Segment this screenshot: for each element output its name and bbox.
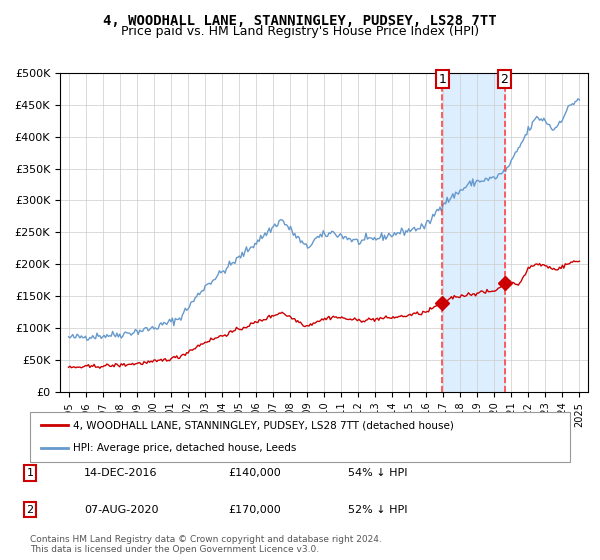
Text: 4, WOODHALL LANE, STANNINGLEY, PUDSEY, LS28 7TT (detached house): 4, WOODHALL LANE, STANNINGLEY, PUDSEY, L… xyxy=(73,420,454,430)
FancyBboxPatch shape xyxy=(30,412,570,462)
Text: £170,000: £170,000 xyxy=(228,505,281,515)
Text: 07-AUG-2020: 07-AUG-2020 xyxy=(84,505,158,515)
Text: 2: 2 xyxy=(26,505,34,515)
Text: £140,000: £140,000 xyxy=(228,468,281,478)
Text: 1: 1 xyxy=(26,468,34,478)
Text: HPI: Average price, detached house, Leeds: HPI: Average price, detached house, Leed… xyxy=(73,444,296,454)
Text: 1: 1 xyxy=(439,73,446,86)
Text: Contains HM Land Registry data © Crown copyright and database right 2024.
This d: Contains HM Land Registry data © Crown c… xyxy=(30,535,382,554)
Text: 52% ↓ HPI: 52% ↓ HPI xyxy=(348,505,407,515)
Text: 2: 2 xyxy=(500,73,508,86)
Text: 4, WOODHALL LANE, STANNINGLEY, PUDSEY, LS28 7TT: 4, WOODHALL LANE, STANNINGLEY, PUDSEY, L… xyxy=(103,14,497,28)
Text: 54% ↓ HPI: 54% ↓ HPI xyxy=(348,468,407,478)
Bar xyxy=(442,73,505,392)
Text: Price paid vs. HM Land Registry's House Price Index (HPI): Price paid vs. HM Land Registry's House … xyxy=(121,25,479,38)
Text: 14-DEC-2016: 14-DEC-2016 xyxy=(84,468,157,478)
